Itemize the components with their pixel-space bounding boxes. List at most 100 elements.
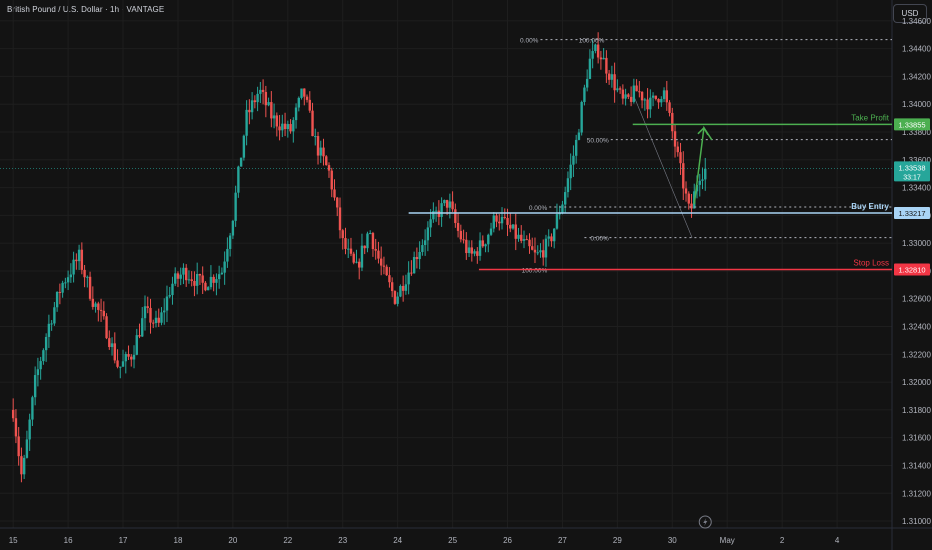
candle-body bbox=[421, 245, 424, 252]
candle-body bbox=[325, 156, 328, 166]
symbol-title: British Pound / U.S. Dollar · 1h · VANTA… bbox=[7, 5, 165, 14]
candle-body bbox=[572, 155, 575, 165]
candle-body bbox=[355, 261, 358, 263]
candle-body bbox=[250, 100, 254, 113]
candle-body bbox=[522, 239, 526, 241]
candle-body bbox=[360, 245, 364, 268]
candle-body bbox=[379, 258, 383, 266]
candle-body bbox=[415, 256, 419, 260]
x-tick-label: 26 bbox=[503, 536, 512, 545]
x-tick-label: 15 bbox=[9, 536, 18, 545]
candle-body bbox=[187, 279, 191, 281]
x-tick-label: May bbox=[720, 536, 735, 545]
y-tick-label: 1.33600 bbox=[902, 156, 931, 165]
candle-body bbox=[596, 44, 600, 58]
lightning-icon bbox=[698, 515, 712, 529]
candle-body bbox=[399, 285, 402, 297]
candle-body bbox=[542, 250, 545, 258]
candle-body bbox=[374, 249, 377, 251]
candle-body bbox=[701, 179, 704, 181]
candle-body bbox=[410, 272, 413, 274]
y-tick-label: 1.32000 bbox=[902, 378, 931, 387]
candle-body bbox=[212, 276, 215, 283]
candle-body bbox=[333, 189, 336, 198]
candle-body bbox=[509, 224, 512, 229]
candle-body bbox=[574, 139, 578, 156]
candle-body bbox=[583, 87, 586, 103]
candle-body bbox=[632, 85, 636, 102]
fib-label: 0.00% bbox=[520, 38, 539, 45]
candle-body bbox=[673, 131, 677, 147]
candle-body bbox=[121, 361, 125, 367]
candle-body bbox=[338, 207, 342, 231]
candle-body bbox=[371, 233, 375, 250]
candle-body bbox=[259, 89, 262, 94]
price-tag bbox=[894, 263, 930, 276]
candle-body bbox=[209, 276, 213, 288]
candle-body bbox=[193, 280, 196, 286]
candle-body bbox=[676, 146, 679, 153]
candle-body bbox=[640, 91, 644, 101]
candle-body bbox=[336, 197, 339, 208]
candle-body bbox=[459, 230, 463, 240]
x-tick-label: 23 bbox=[338, 536, 347, 545]
y-tick-label: 1.34000 bbox=[902, 100, 931, 109]
candle-body bbox=[341, 230, 344, 239]
candle-body bbox=[119, 366, 122, 368]
candle-body bbox=[385, 266, 388, 276]
current-price-label: 1.33538 bbox=[898, 163, 925, 172]
candle-body bbox=[283, 123, 287, 130]
candle-body bbox=[635, 85, 638, 92]
candle-body bbox=[66, 277, 70, 283]
candle-body bbox=[132, 354, 136, 360]
candle-body bbox=[412, 256, 416, 274]
candle-body bbox=[113, 343, 116, 361]
y-tick-label: 1.34400 bbox=[902, 45, 931, 54]
level-label: Take Profit bbox=[851, 113, 890, 122]
candle-body bbox=[377, 250, 380, 259]
fib-label: 0.00% bbox=[529, 205, 548, 212]
price-tag-label: 1.33217 bbox=[898, 209, 925, 218]
candle-body bbox=[25, 439, 29, 458]
candle-body bbox=[278, 126, 281, 131]
candle-body bbox=[33, 375, 37, 398]
candle-body bbox=[228, 235, 232, 249]
y-tick-label: 1.31600 bbox=[902, 434, 931, 443]
candle-body bbox=[585, 78, 589, 88]
candle-body bbox=[231, 220, 235, 236]
x-tick-label: 22 bbox=[283, 536, 292, 545]
candle-body bbox=[179, 274, 182, 279]
current-price-tag bbox=[894, 161, 930, 182]
candle-body bbox=[599, 57, 603, 60]
candle-body bbox=[684, 188, 688, 194]
candle-body bbox=[657, 98, 660, 103]
y-tick-label: 1.31400 bbox=[902, 461, 931, 470]
candle-body bbox=[69, 274, 73, 278]
candle-body bbox=[426, 227, 430, 241]
candle-body bbox=[286, 124, 290, 130]
price-tag-label: 1.33855 bbox=[898, 120, 925, 129]
candle-body bbox=[514, 224, 517, 239]
candle-body bbox=[138, 335, 141, 337]
x-tick-label: 18 bbox=[174, 536, 183, 545]
candle-body bbox=[102, 310, 106, 317]
fib-label: 50.00% bbox=[587, 138, 609, 145]
candle-body bbox=[621, 89, 625, 99]
candle-body bbox=[602, 57, 605, 60]
fib-label: 100.00% bbox=[579, 38, 605, 45]
y-tick-label: 1.32600 bbox=[902, 295, 931, 304]
candle-body bbox=[437, 210, 441, 217]
candle-body bbox=[42, 350, 45, 362]
currency-button[interactable]: USD bbox=[893, 4, 927, 23]
candle-body bbox=[264, 92, 268, 106]
candle-body bbox=[393, 291, 397, 304]
y-tick-label: 1.32200 bbox=[902, 350, 931, 359]
candle-body bbox=[72, 259, 75, 275]
x-tick-label: 17 bbox=[119, 536, 128, 545]
candle-body bbox=[83, 269, 86, 278]
candle-body bbox=[679, 152, 682, 164]
candle-body bbox=[47, 323, 51, 337]
candle-body bbox=[22, 457, 26, 475]
